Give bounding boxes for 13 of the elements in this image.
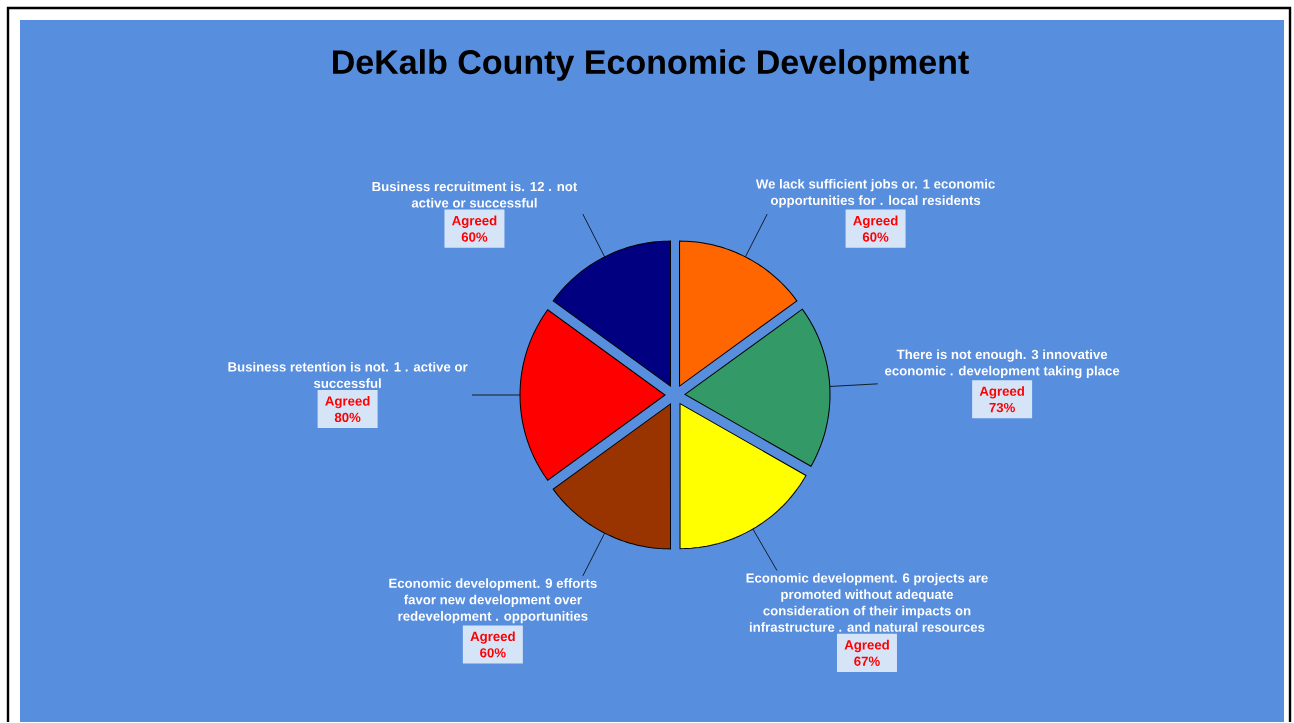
- data-label: Agreed 67%: [844, 639, 889, 666]
- slice-label: Business retention is not. 1 . active or successful: [228, 361, 468, 388]
- chart-title: DeKalb County Economic Development: [333, 49, 969, 81]
- slice-label: Economic development. 9 efforts favor new development over redevelopment . opportunities: [389, 578, 597, 624]
- slice-label: Economic development. 6 projects are promoted without adequate consideration of their impacts on infrastructure . and natural resources: [746, 572, 988, 632]
- data-label: Agreed 60%: [470, 631, 515, 658]
- slice-label: Business recruitment is. 12 . not active or successful: [372, 181, 578, 208]
- data-label: Agreed 60%: [853, 215, 898, 242]
- data-label: Agreed 73%: [979, 386, 1024, 413]
- data-label: Agreed 80%: [325, 395, 370, 422]
- slice-label: We lack sufficient jobs or. 1 economic opportunities for . local residents: [755, 178, 995, 208]
- slice-label: There is not enough. 3 innovative economic . development taking place: [885, 349, 1120, 379]
- data-label: Agreed 60%: [452, 215, 497, 242]
